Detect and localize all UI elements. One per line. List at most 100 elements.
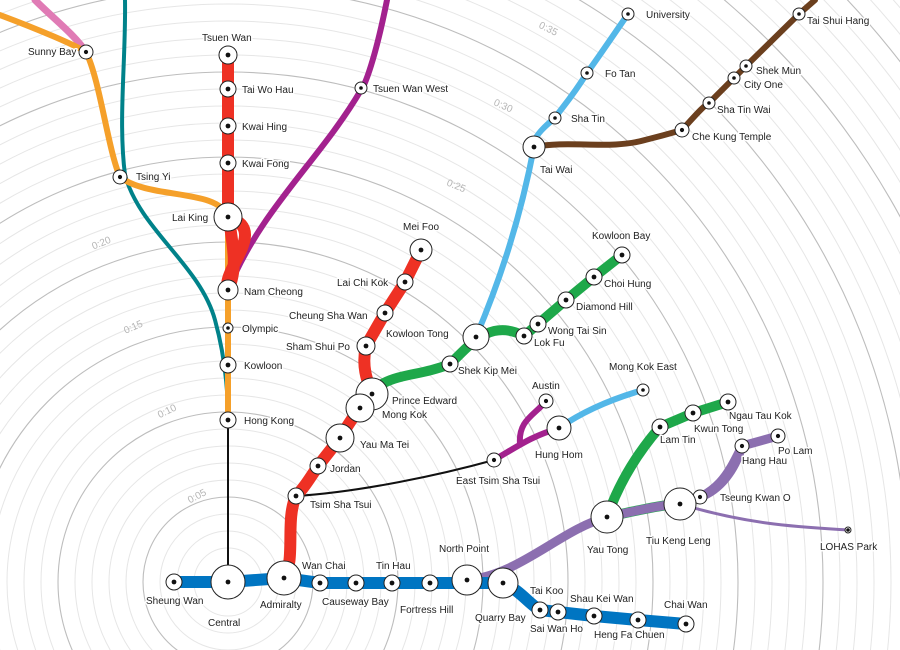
station-fortress-hill[interactable]	[421, 574, 439, 592]
station-label-olympic[interactable]: Olympic	[241, 323, 280, 337]
station-mei-foo[interactable]	[409, 238, 433, 262]
station-nam-cheong[interactable]	[217, 279, 239, 301]
station-label-kwun-tong[interactable]: Kwun Tong	[693, 423, 745, 437]
station-label-diamond-hill[interactable]: Diamond Hill	[575, 301, 635, 315]
station-label-chai-wan[interactable]: Chai Wan	[663, 599, 710, 613]
station-label-shek-kip-mei[interactable]: Shek Kip Mei	[457, 365, 519, 379]
station-label-lohas-park[interactable]: LOHAS Park	[819, 541, 880, 555]
station-kowloon-tong[interactable]	[462, 323, 490, 351]
station-label-north-point[interactable]: North Point	[438, 543, 491, 557]
station-kowloon[interactable]	[219, 356, 237, 374]
station-label-che-kung-temple[interactable]: Che Kung Temple	[691, 131, 774, 145]
station-label-sha-tin[interactable]: Sha Tin	[570, 113, 607, 127]
station-label-wan-chai[interactable]: Wan Chai	[301, 560, 348, 574]
station-olympic[interactable]	[222, 322, 234, 334]
station-label-lam-tin[interactable]: Lam Tin	[659, 434, 698, 448]
station-label-hong-kong[interactable]: Hong Kong	[243, 415, 296, 429]
station-label-kowloon-tong[interactable]: Kowloon Tong	[385, 328, 451, 342]
station-label-wong-tai-sin[interactable]: Wong Tai Sin	[547, 325, 609, 339]
station-east-tsim-sha-tsui[interactable]	[486, 452, 502, 468]
station-label-tin-hau[interactable]: Tin Hau	[375, 560, 413, 574]
station-label-sheung-wan[interactable]: Sheung Wan	[145, 595, 205, 609]
station-hong-kong[interactable]	[219, 411, 237, 429]
station-wong-tai-sin[interactable]	[529, 315, 547, 333]
station-sha-tin[interactable]	[548, 111, 562, 125]
station-label-tai-koo[interactable]: Tai Koo	[529, 585, 566, 599]
station-label-fortress-hill[interactable]: Fortress Hill	[399, 604, 455, 618]
station-label-tsim-sha-tsui[interactable]: Tsim Sha Tsui	[309, 499, 374, 513]
station-hung-hom[interactable]	[546, 415, 572, 441]
station-po-lam[interactable]	[770, 428, 786, 444]
station-jordan[interactable]	[309, 457, 327, 475]
station-label-tseung-kwan-o[interactable]: Tseung Kwan O	[719, 492, 793, 506]
station-label-shau-kei-wan[interactable]: Shau Kei Wan	[569, 593, 636, 607]
station-central[interactable]	[210, 564, 246, 600]
station-label-kowloon-bay[interactable]: Kowloon Bay	[591, 230, 652, 244]
station-sai-wan-ho[interactable]	[549, 603, 567, 621]
station-shek-kip-mei[interactable]	[441, 355, 459, 373]
station-kwai-fong[interactable]	[219, 154, 237, 172]
station-label-yau-ma-tei[interactable]: Yau Ma Tei	[359, 439, 411, 453]
station-label-kwai-fong[interactable]: Kwai Fong	[241, 158, 291, 172]
station-tiu-keng-leng[interactable]	[663, 487, 697, 521]
station-label-causeway-bay[interactable]: Causeway Bay	[321, 596, 391, 610]
station-lai-chi-kok[interactable]	[396, 273, 414, 291]
station-tai-wo-hau[interactable]	[219, 80, 237, 98]
station-tai-koo[interactable]	[531, 601, 549, 619]
station-label-mong-kok[interactable]: Mong Kok	[381, 409, 430, 423]
station-label-tsing-yi[interactable]: Tsing Yi	[135, 171, 172, 185]
station-fo-tan[interactable]	[580, 66, 594, 80]
station-choi-hung[interactable]	[585, 268, 603, 286]
station-label-heng-fa-chuen[interactable]: Heng Fa Chuen	[593, 629, 667, 643]
station-admiralty[interactable]	[266, 560, 302, 596]
station-tin-hau[interactable]	[383, 574, 401, 592]
station-ngau-tau-kok[interactable]	[684, 404, 702, 422]
station-label-choi-hung[interactable]: Choi Hung	[603, 278, 653, 292]
station-kwai-hing[interactable]	[219, 117, 237, 135]
station-label-ngau-tau-kok[interactable]: Ngau Tau Kok	[728, 410, 795, 424]
station-lam-tin[interactable]	[651, 418, 669, 436]
station-yau-ma-tei[interactable]	[325, 423, 355, 453]
station-label-po-lam[interactable]: Po Lam	[777, 445, 814, 459]
station-kwun-tong[interactable]	[719, 393, 737, 411]
station-shek-mun[interactable]	[739, 59, 753, 73]
station-label-mei-foo[interactable]: Mei Foo	[402, 221, 442, 235]
station-lok-fu[interactable]	[515, 327, 533, 345]
station-north-point[interactable]	[451, 564, 483, 596]
station-university[interactable]	[621, 7, 635, 21]
station-label-fo-tan[interactable]: Fo Tan	[604, 68, 637, 82]
station-label-kwai-hing[interactable]: Kwai Hing	[241, 121, 289, 135]
station-tsing-yi[interactable]	[112, 169, 128, 185]
station-yau-tong[interactable]	[590, 500, 624, 534]
station-tai-wai[interactable]	[522, 135, 546, 159]
station-label-sai-wan-ho[interactable]: Sai Wan Ho	[529, 623, 585, 637]
station-kowloon-bay[interactable]	[613, 246, 631, 264]
station-label-central[interactable]: Central	[207, 617, 242, 631]
station-label-shek-mun[interactable]: Shek Mun	[755, 65, 803, 79]
station-hang-hau[interactable]	[734, 438, 750, 454]
station-label-tai-shui-hang[interactable]: Tai Shui Hang	[806, 15, 871, 29]
station-label-prince-edward[interactable]: Prince Edward	[391, 395, 459, 409]
station-label-tiu-keng-leng[interactable]: Tiu Keng Leng	[645, 535, 713, 549]
station-label-lai-chi-kok[interactable]: Lai Chi Kok	[336, 277, 391, 291]
station-label-yau-tong[interactable]: Yau Tong	[586, 544, 630, 558]
station-sham-shui-po[interactable]	[356, 336, 376, 356]
station-label-mong-kok-east[interactable]: Mong Kok East	[608, 361, 679, 375]
station-label-admiralty[interactable]: Admiralty	[259, 599, 304, 613]
station-label-cheung-sha-wan[interactable]: Cheung Sha Wan	[288, 310, 370, 324]
station-sheung-wan[interactable]	[165, 573, 183, 591]
station-diamond-hill[interactable]	[557, 291, 575, 309]
station-label-jordan[interactable]: Jordan	[329, 463, 363, 477]
station-label-tsuen-wan-west[interactable]: Tsuen Wan West	[372, 83, 450, 97]
station-heng-fa-chuen[interactable]	[629, 611, 647, 629]
station-label-tai-wo-hau[interactable]: Tai Wo Hau	[241, 84, 296, 98]
station-city-one[interactable]	[727, 71, 741, 85]
station-label-hung-hom[interactable]: Hung Hom	[534, 449, 585, 463]
station-causeway-bay[interactable]	[347, 574, 365, 592]
station-cheung-sha-wan[interactable]	[376, 304, 394, 322]
station-shau-kei-wan[interactable]	[585, 607, 603, 625]
station-label-sha-tin-wai[interactable]: Sha Tin Wai	[716, 104, 773, 118]
station-austin[interactable]	[538, 393, 554, 409]
station-label-city-one[interactable]: City One	[743, 79, 785, 93]
station-label-kowloon[interactable]: Kowloon	[243, 360, 284, 374]
